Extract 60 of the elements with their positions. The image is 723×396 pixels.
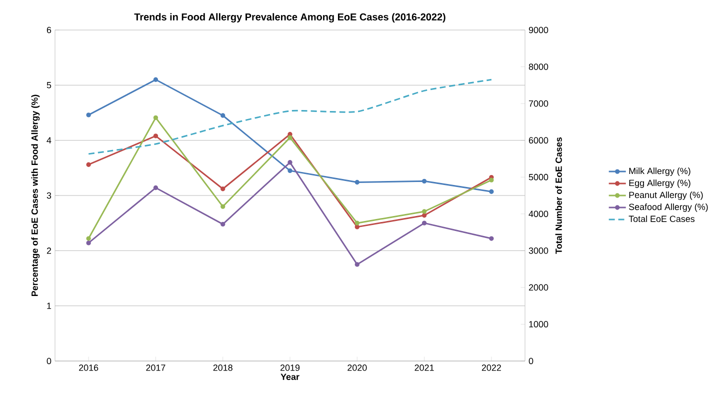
y2-tick-label: 5000 (528, 174, 548, 180)
y2-tick-label: 1000 (529, 321, 548, 328)
point (288, 160, 292, 165)
y2-tick-label: 8000 (528, 64, 548, 70)
y2-tick-label: 2000 (528, 284, 548, 291)
y-tick-label: 1 (47, 302, 52, 309)
y2-tick-label: 3000 (528, 247, 548, 254)
point (288, 168, 292, 174)
point (86, 240, 91, 246)
x-tick-label: 2017 (146, 364, 166, 371)
point (153, 115, 158, 120)
point (489, 178, 494, 182)
point (489, 236, 494, 241)
legend-label: Egg Allergy (%) (629, 180, 690, 188)
legend-label: Milk Allergy (%) (629, 168, 690, 176)
y-tick-label: 0 (46, 358, 52, 364)
point (220, 186, 226, 192)
y2-tick-label: 7000 (528, 100, 548, 107)
point (220, 113, 226, 118)
point (354, 220, 360, 226)
x-tick-label: 2020 (348, 364, 367, 371)
legend-label: Total EoE Cases (628, 215, 695, 222)
point (422, 213, 427, 218)
y2-tick-label: 4000 (528, 210, 548, 218)
x-tick-label: 2022 (482, 364, 501, 371)
line-series (88, 78, 492, 155)
point (86, 236, 91, 241)
y-tick-label: 4 (46, 137, 52, 144)
point (354, 262, 360, 267)
legend-label: Seafood Allergy (%) (628, 203, 708, 212)
y2-tick-label: 9000 (528, 26, 548, 34)
point (86, 162, 91, 167)
y-tick-label: 2 (46, 248, 52, 254)
point (153, 77, 158, 82)
point (422, 178, 427, 184)
x-tick-label: 2018 (213, 364, 232, 371)
y2-tick-label: 6000 (528, 137, 548, 144)
y2-axis-title: Total Number of EoE Cases (555, 137, 562, 254)
point (288, 135, 292, 140)
y-axis-title: Percentage of EoE Cases with Food Allergy (%) (31, 94, 40, 296)
point (489, 189, 494, 194)
x-tick-label: 2016 (79, 364, 98, 371)
y-tick-label: 3 (46, 192, 52, 199)
y-tick-label: 6 (46, 26, 52, 34)
point (354, 224, 360, 230)
point (86, 112, 91, 118)
point (422, 209, 427, 214)
chart-title: Trends in Food Allergy Prevalence Among EoE Cases (2016-2022) (134, 13, 446, 22)
y-tick-label: 5 (46, 82, 52, 88)
x-axis-title: Year (280, 374, 300, 380)
y2-tick-label: 0 (528, 358, 534, 364)
x-tick-label: 2019 (280, 364, 300, 371)
point (153, 185, 158, 190)
x-tick-label: 2021 (414, 364, 434, 371)
point (220, 204, 226, 209)
legend-label: Peanut Allergy (%) (629, 192, 703, 200)
point (422, 220, 427, 226)
point (153, 134, 158, 138)
point (354, 180, 360, 185)
point (220, 222, 226, 227)
